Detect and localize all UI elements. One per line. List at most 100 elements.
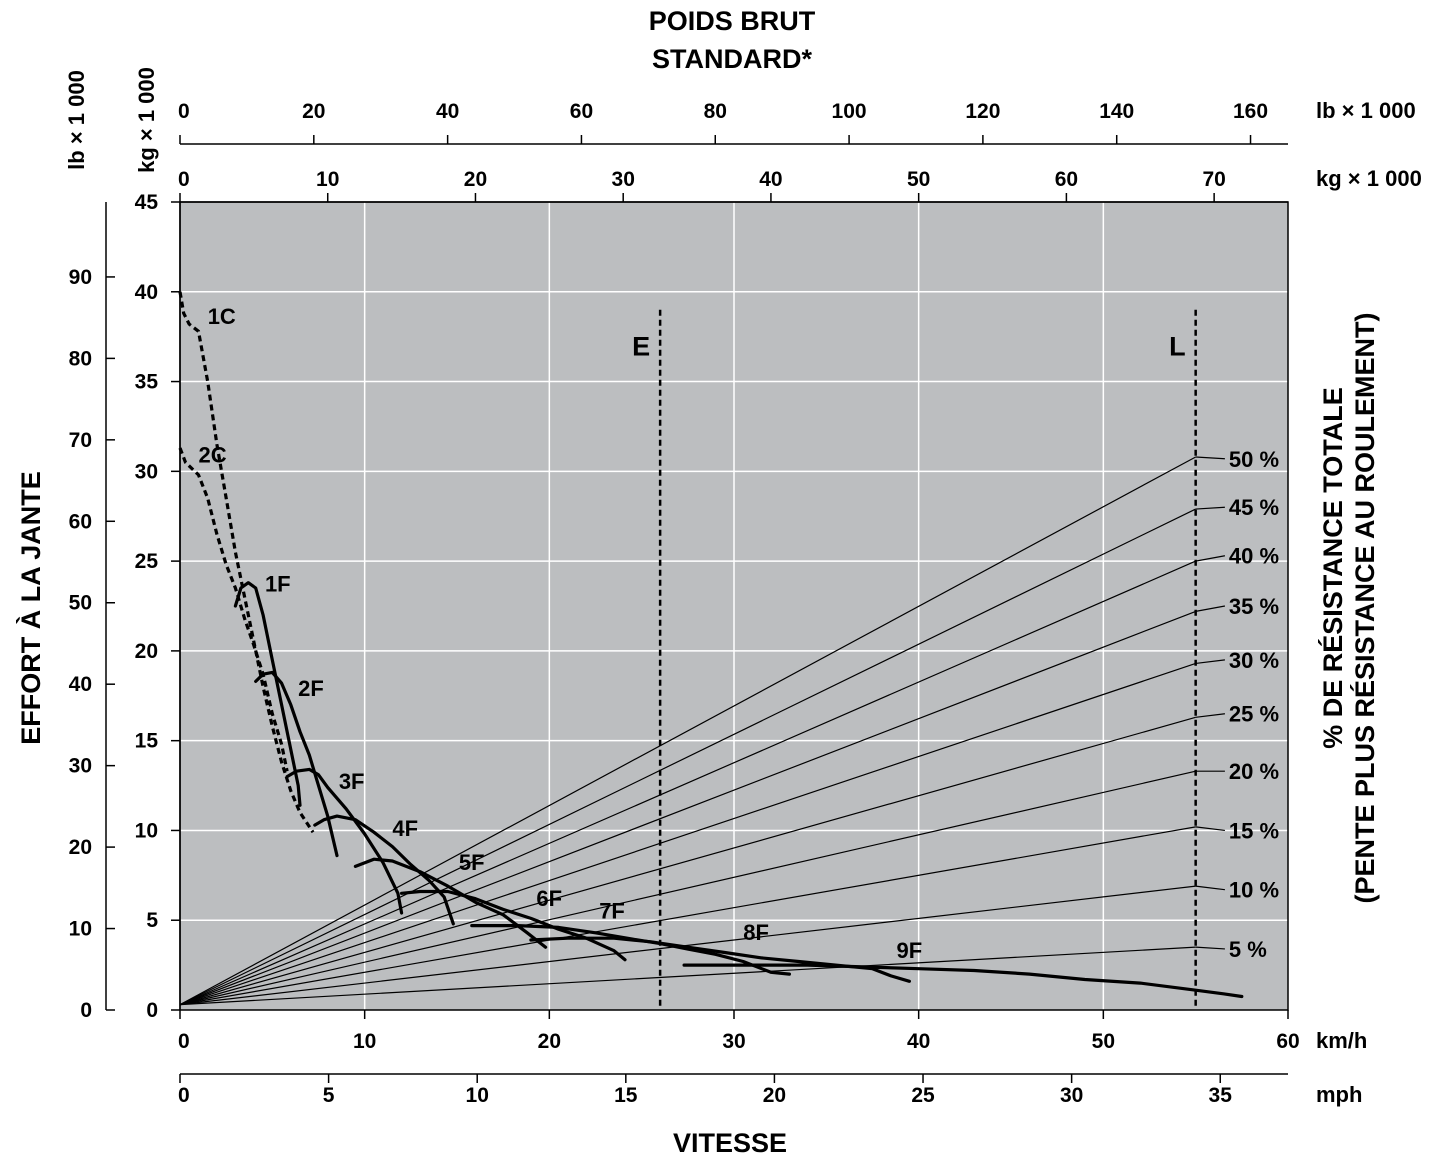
resistance-label: 50 %	[1229, 447, 1279, 472]
force-lb-tick-label: 20	[69, 836, 92, 859]
curve-4f	[313, 814, 455, 926]
resistance-label: 5 %	[1229, 937, 1267, 962]
resistance-label: 15 %	[1229, 818, 1279, 843]
force-lb-tick-label: 80	[69, 347, 92, 370]
curve-label-3f: 3F	[339, 769, 365, 794]
kmh-tick-label: 60	[1276, 1030, 1299, 1053]
weight-lb-tick-label: 100	[832, 100, 867, 123]
force-kg-tick-label: 15	[135, 730, 159, 753]
curve-1c	[178, 291, 315, 834]
mph-tick-label: 30	[1060, 1084, 1083, 1107]
resistance-leader	[1195, 555, 1226, 562]
mph-tick-label: 25	[911, 1084, 935, 1107]
force-kg-tick-label: 45	[135, 191, 159, 214]
resistance-line	[179, 946, 1196, 1006]
resistance-leader	[1195, 826, 1225, 832]
resistance-leader	[1195, 506, 1225, 510]
resistance-lines: 50 % 45 % 40 % 35 % 30 % 25 % 20 % 15 % 10 % 5 %	[179, 447, 1279, 1006]
resistance-label: 45 %	[1229, 495, 1279, 520]
resistance-label: 35 %	[1229, 594, 1279, 619]
curve-label-8f: 8F	[743, 920, 769, 945]
curve-2f	[254, 670, 339, 858]
kmh-tick-label: 50	[1092, 1030, 1115, 1053]
resistance-leader	[1195, 659, 1225, 665]
mph-tick-label: 15	[614, 1084, 638, 1107]
force-lb-tick-label: 10	[69, 918, 92, 941]
mph-tick-label: 0	[178, 1084, 190, 1107]
resistance-line	[179, 716, 1196, 1006]
weight-kg-tick-label: 60	[1055, 168, 1078, 191]
resistance-line	[179, 662, 1196, 1006]
mph-tick-label: 5	[323, 1084, 335, 1107]
force-lb-tick-label: 70	[69, 429, 92, 452]
curve-2c	[178, 447, 289, 772]
mph-tick-label: 35	[1209, 1084, 1233, 1107]
force-lb-tick-label: 50	[69, 592, 92, 615]
marker-label: E	[632, 332, 650, 362]
resistance-leader	[1195, 946, 1225, 950]
resistance-leader	[1195, 605, 1226, 612]
marker-label: L	[1169, 332, 1186, 362]
resistance-line	[179, 456, 1196, 1006]
right-axis-title-line-2: (PENTE PLUS RÉSISTANCE AU ROULEMENT)	[1349, 312, 1380, 903]
weight-lb-tick-label: 20	[302, 100, 325, 123]
resistance-leader	[1195, 885, 1225, 891]
weight-kg-tick-label: 20	[464, 168, 487, 191]
right-axis-title-line-1: % DE RÉSISTANCE TOTALE	[1317, 387, 1348, 749]
weight-kg-unit: kg × 1 000	[1316, 166, 1422, 191]
force-lb-tick-label: 90	[69, 266, 92, 289]
speed-curves: 1C 2C 1F 2F 3F 4F 5F 6F 7F 8F 9F	[178, 291, 1244, 999]
y-axis-title: EFFORT À LA JANTE	[15, 471, 46, 745]
resistance-line	[179, 560, 1196, 1006]
force-kg-tick-label: 40	[135, 281, 158, 304]
curve-label-2c: 2C	[198, 442, 226, 467]
kmh-tick-label: 0	[178, 1030, 190, 1053]
force-kg-unit: kg × 1 000	[134, 67, 159, 173]
curve-6f	[400, 889, 627, 962]
weight-kg-tick-label: 40	[759, 168, 782, 191]
kmh-tick-label: 20	[538, 1030, 561, 1053]
curve-8f	[529, 936, 911, 983]
curve-label-6f: 6F	[536, 886, 562, 911]
x-axis-title: VITESSE	[673, 1128, 787, 1157]
curve-label-9f: 9F	[897, 938, 923, 963]
curve-1f	[233, 581, 302, 807]
curve-label-4f: 4F	[392, 816, 418, 841]
weight-lb-tick-label: 120	[965, 100, 1000, 123]
curve-label-2f: 2F	[298, 676, 324, 701]
resistance-label: 30 %	[1229, 648, 1279, 673]
resistance-line	[179, 826, 1196, 1006]
force-lb-tick-label: 30	[69, 755, 92, 778]
plot-frame	[179, 201, 1289, 1011]
weight-kg-tick-label: 30	[612, 168, 635, 191]
force-kg-tick-label: 0	[146, 999, 158, 1022]
weight-lb-unit: lb × 1 000	[1316, 98, 1416, 123]
weight-lb-tick-label: 80	[704, 100, 727, 123]
resistance-label: 25 %	[1229, 702, 1279, 727]
force-lb-tick-label: 40	[69, 673, 92, 696]
force-lb-tick-label: 60	[69, 510, 92, 533]
weight-lb-tick-label: 40	[436, 100, 459, 123]
force-lb-tick-label: 0	[80, 999, 92, 1022]
curve-3f	[285, 767, 404, 915]
weight-lb-tick-label: 140	[1099, 100, 1134, 123]
resistance-leader	[1195, 456, 1225, 460]
resistance-line	[179, 610, 1196, 1006]
weight-kg-tick-label: 10	[316, 168, 339, 191]
resistance-line	[179, 885, 1196, 1006]
resistance-line	[179, 508, 1196, 1006]
mph-tick-label: 10	[466, 1084, 489, 1107]
curve-label-1c: 1C	[208, 304, 236, 329]
weight-lb-tick-label: 160	[1233, 100, 1268, 123]
weight-lb-tick-label: 0	[178, 100, 190, 123]
grid	[180, 202, 1288, 1010]
curve-label-1f: 1F	[265, 572, 291, 597]
chart-title-line-1: POIDS BRUT	[649, 6, 816, 36]
resistance-leader	[1195, 713, 1225, 718]
resistance-line	[179, 770, 1196, 1006]
curve-9f	[682, 963, 1244, 999]
resistance-label: 10 %	[1229, 878, 1279, 903]
kmh-unit: km/h	[1316, 1028, 1367, 1053]
